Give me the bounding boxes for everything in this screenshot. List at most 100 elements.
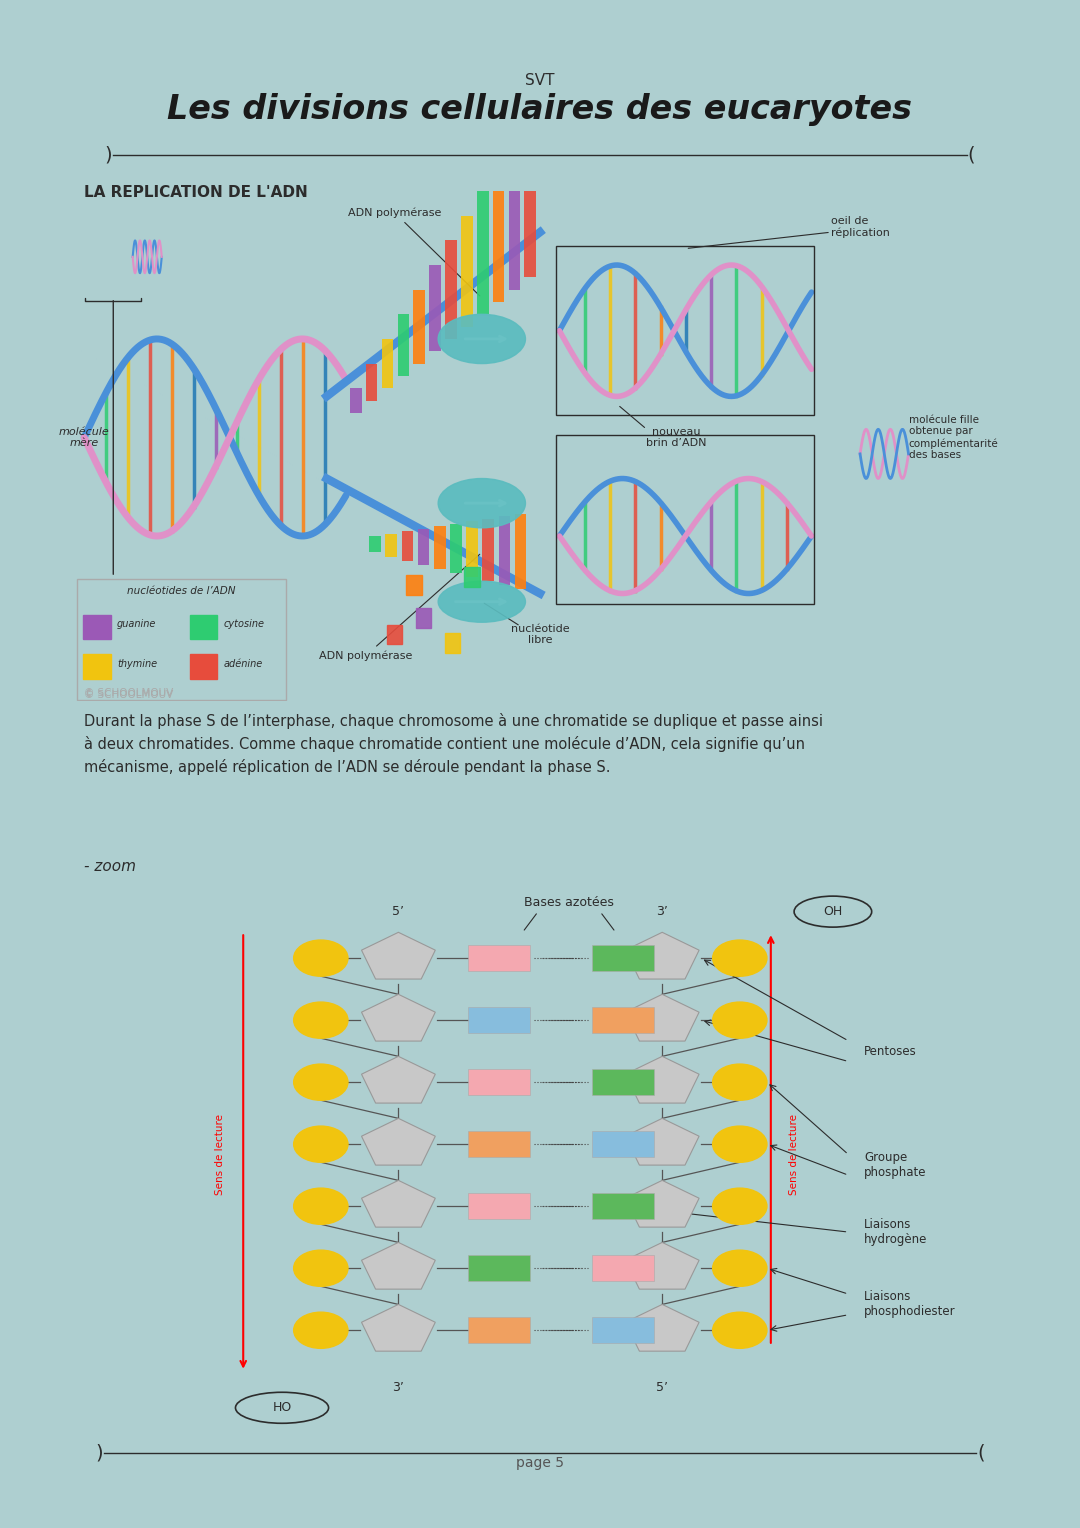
Bar: [386, 533, 397, 556]
Text: Liaisons
hydrogène: Liaisons hydrogène: [864, 1218, 928, 1245]
Ellipse shape: [438, 315, 526, 364]
Text: 3’: 3’: [657, 905, 669, 918]
Text: © SCHOOLMOUV: © SCHOOLMOUV: [84, 688, 174, 698]
Bar: [445, 633, 460, 652]
Bar: [83, 654, 111, 678]
Text: Les divisions cellulaires des eucaryotes: Les divisions cellulaires des eucaryotes: [167, 93, 913, 127]
Ellipse shape: [438, 478, 526, 527]
Bar: [469, 1193, 530, 1219]
Text: cytosine: cytosine: [224, 619, 265, 630]
Text: SVT: SVT: [525, 73, 555, 89]
Bar: [83, 614, 111, 639]
Circle shape: [713, 940, 767, 976]
Bar: [469, 946, 530, 972]
Polygon shape: [625, 932, 699, 979]
Bar: [592, 1256, 654, 1280]
Bar: [190, 654, 217, 678]
Bar: [469, 1256, 530, 1280]
Text: ADN polymérase: ADN polymérase: [348, 208, 480, 296]
Bar: [592, 1007, 654, 1033]
Text: OH: OH: [823, 905, 842, 918]
Text: 5’: 5’: [657, 1381, 669, 1394]
Text: ADN polymérase: ADN polymérase: [319, 555, 480, 662]
Polygon shape: [362, 995, 435, 1041]
Text: molécule
mère: molécule mère: [58, 426, 109, 448]
Circle shape: [713, 1189, 767, 1224]
Text: HO: HO: [272, 1401, 292, 1415]
Circle shape: [713, 1250, 767, 1287]
Bar: [499, 516, 510, 585]
Polygon shape: [625, 1305, 699, 1351]
Circle shape: [713, 1002, 767, 1038]
Ellipse shape: [438, 581, 526, 622]
Bar: [515, 513, 526, 590]
Bar: [477, 191, 488, 315]
Polygon shape: [625, 1180, 699, 1227]
Polygon shape: [362, 1118, 435, 1166]
Text: Pentoses: Pentoses: [864, 1045, 917, 1057]
Bar: [525, 118, 536, 278]
Circle shape: [294, 1250, 348, 1287]
Bar: [350, 388, 362, 413]
Bar: [492, 167, 504, 303]
Polygon shape: [362, 1305, 435, 1351]
Text: Sens de lecture: Sens de lecture: [789, 1114, 799, 1195]
Bar: [592, 1193, 654, 1219]
Polygon shape: [625, 1118, 699, 1166]
Circle shape: [294, 940, 348, 976]
Bar: [483, 520, 494, 581]
Bar: [381, 339, 393, 388]
Text: 5’: 5’: [392, 905, 404, 918]
Bar: [387, 625, 402, 645]
Circle shape: [713, 1063, 767, 1100]
Bar: [461, 215, 473, 327]
Bar: [190, 614, 217, 639]
Bar: [434, 526, 446, 568]
Polygon shape: [625, 1242, 699, 1290]
Text: ): ): [105, 145, 112, 163]
Circle shape: [713, 1313, 767, 1348]
Text: Groupe
phosphate: Groupe phosphate: [864, 1151, 927, 1180]
Text: Durant la phase S de l’interphase, chaque chromosome à une chromatide se dupliqu: Durant la phase S de l’interphase, chaqu…: [84, 714, 823, 775]
Polygon shape: [362, 932, 435, 979]
Bar: [429, 264, 441, 351]
Circle shape: [294, 1002, 348, 1038]
Text: page 5: page 5: [516, 1456, 564, 1470]
Text: - zoom: - zoom: [84, 859, 136, 874]
Polygon shape: [625, 1056, 699, 1103]
Bar: [592, 1131, 654, 1157]
Polygon shape: [362, 1242, 435, 1290]
Text: © SCHOOLMOUV: © SCHOOLMOUV: [84, 689, 174, 700]
Text: (: (: [977, 1444, 985, 1462]
Polygon shape: [362, 1056, 435, 1103]
Bar: [467, 521, 478, 578]
Text: Bases azotées: Bases azotées: [524, 895, 615, 909]
Bar: [369, 536, 381, 553]
Circle shape: [294, 1313, 348, 1348]
Circle shape: [294, 1063, 348, 1100]
Bar: [464, 567, 480, 587]
Bar: [592, 946, 654, 972]
Bar: [469, 1131, 530, 1157]
Circle shape: [294, 1126, 348, 1163]
Polygon shape: [362, 1180, 435, 1227]
Bar: [366, 364, 377, 400]
Text: oeil de
réplication: oeil de réplication: [831, 215, 890, 238]
Bar: [469, 1317, 530, 1343]
Bar: [450, 524, 462, 573]
Bar: [509, 142, 521, 290]
Text: Liaisons
phosphodiester: Liaisons phosphodiester: [864, 1291, 956, 1319]
Bar: [402, 532, 414, 561]
Bar: [592, 1070, 654, 1096]
Text: guanine: guanine: [117, 619, 157, 630]
Text: nucléotide
libre: nucléotide libre: [511, 623, 569, 645]
Bar: [416, 608, 431, 628]
Polygon shape: [625, 995, 699, 1041]
Circle shape: [713, 1126, 767, 1163]
Text: Sens de lecture: Sens de lecture: [215, 1114, 225, 1195]
Bar: [406, 576, 421, 594]
Text: LA REPLICATION DE L'ADN: LA REPLICATION DE L'ADN: [84, 185, 308, 200]
Bar: [469, 1007, 530, 1033]
Text: thymine: thymine: [117, 659, 158, 669]
Text: nouveau
brin d’ADN: nouveau brin d’ADN: [646, 426, 706, 448]
